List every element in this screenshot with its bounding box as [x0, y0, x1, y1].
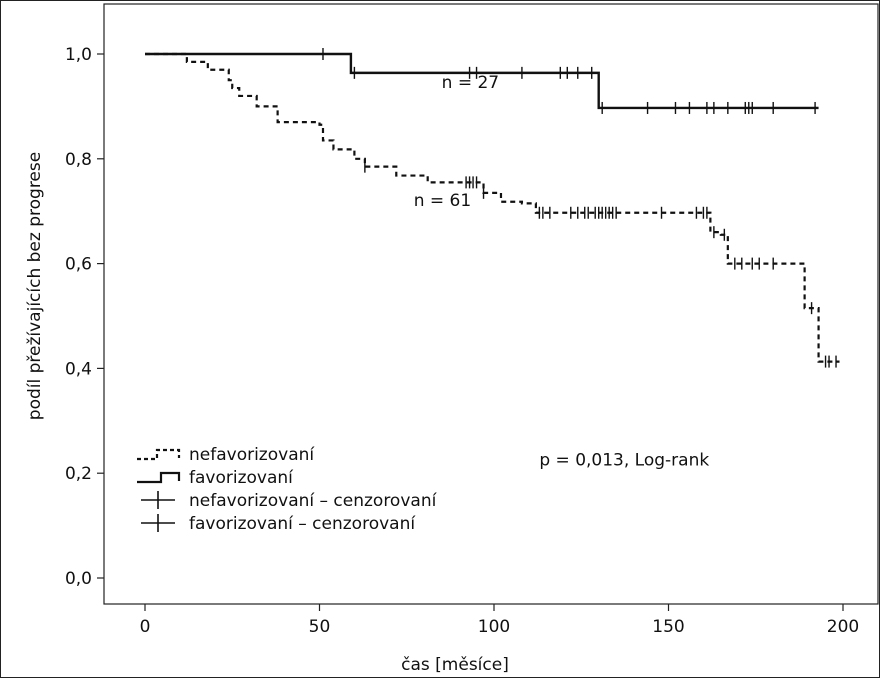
x-tick-label: 200 — [827, 617, 859, 637]
x-tick-label: 0 — [140, 617, 151, 637]
y-tick-label: 0,8 — [65, 150, 92, 170]
annotations: n = 27 n = 61 p = 0,013, Log-rank — [414, 73, 710, 470]
annotation-0: n = 27 — [442, 73, 499, 93]
series-line-favorizovani — [145, 52, 819, 110]
plot-frame — [103, 3, 879, 605]
y-tick-label: 0,4 — [65, 359, 92, 379]
y-tick-label: 0,2 — [65, 464, 92, 484]
legend-label-3: favorizovaní – cenzorovaní — [189, 514, 416, 534]
legend-symbol-dashed — [137, 448, 181, 461]
annotation-1: n = 61 — [414, 191, 471, 211]
x-tick-label: 100 — [478, 617, 510, 637]
legend-symbol-solid — [137, 471, 181, 484]
y-axis-label: podíl přežívajících bez progrese — [25, 152, 45, 420]
annotation-2: p = 0,013, Log-rank — [539, 450, 709, 470]
x-tick-label: 50 — [309, 617, 331, 637]
plot-area — [145, 48, 840, 368]
y-tick-label: 0,6 — [65, 255, 92, 275]
legend-label-0: nefavorizovaní — [189, 445, 315, 465]
axes: 0,0 0,2 0,4 0,6 0,8 1,0 0 50 100 150 200 čas [měsíc… — [25, 3, 879, 675]
x-axis-label: čas [měsíce] — [401, 655, 509, 675]
legend-label-1: favorizovaní — [189, 468, 294, 488]
series-line-nefavorizovani — [145, 52, 840, 363]
y-tick-label: 0,0 — [65, 569, 92, 589]
y-tick-label: 1,0 — [65, 45, 92, 65]
x-tick-label: 150 — [652, 617, 684, 637]
legend-label-2: nefavorizovaní – cenzorovaní — [189, 491, 438, 511]
legend: nefavorizovaní favorizovaní nefavorizovaní… — [137, 445, 438, 534]
